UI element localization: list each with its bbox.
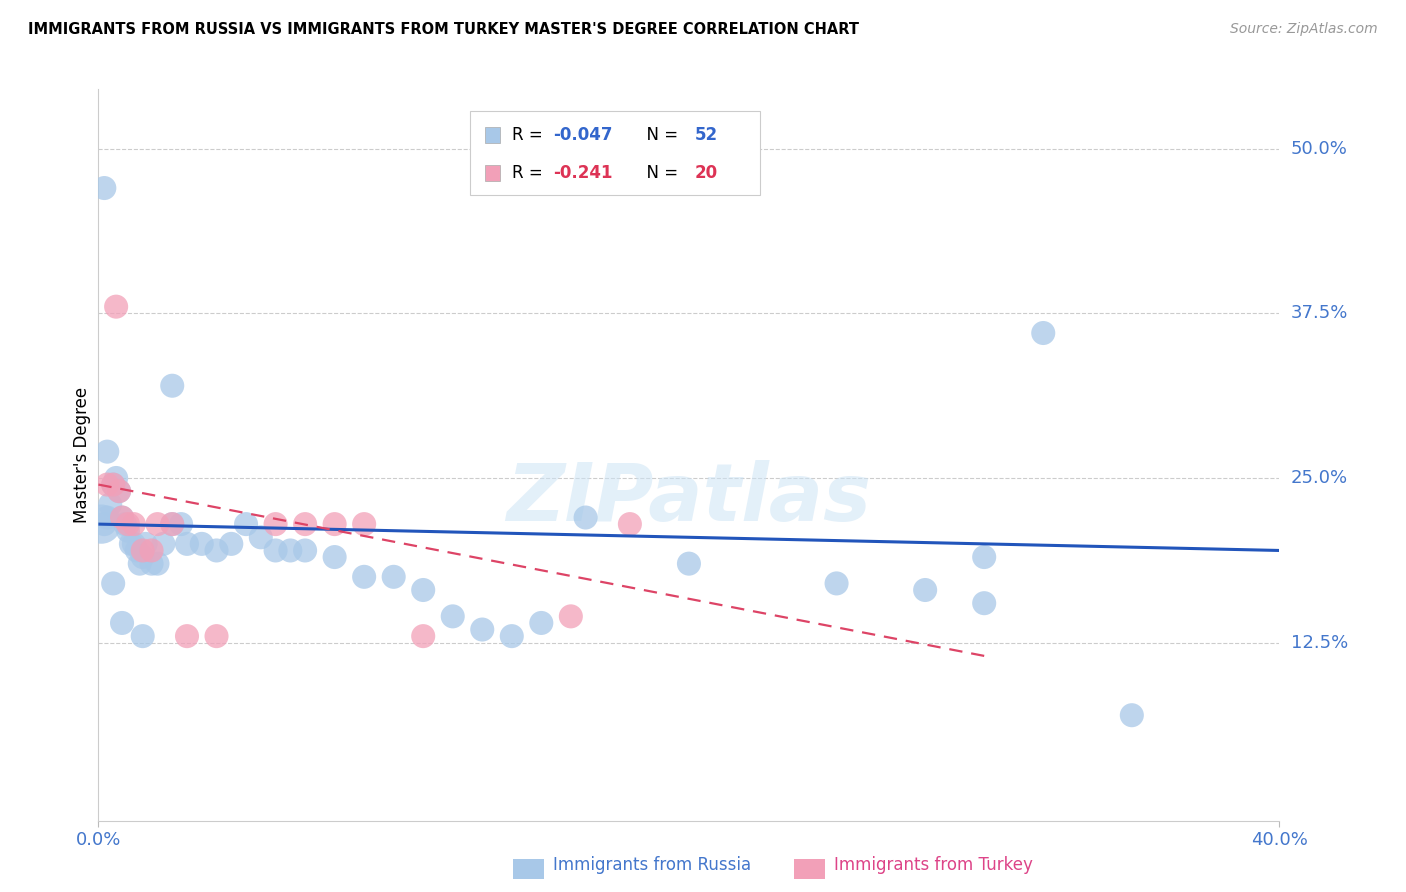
Point	[111, 510, 134, 524]
Point	[205, 543, 228, 558]
Point	[105, 300, 128, 314]
Point	[412, 582, 434, 597]
Point	[141, 557, 163, 571]
Point	[135, 537, 157, 551]
Point	[114, 517, 136, 532]
Point	[382, 570, 405, 584]
Point	[530, 615, 553, 630]
Point	[501, 629, 523, 643]
Point	[264, 517, 287, 532]
Text: N =: N =	[636, 164, 683, 182]
Point	[93, 181, 115, 195]
Point	[294, 543, 316, 558]
Point	[264, 543, 287, 558]
Point	[973, 596, 995, 610]
Point	[294, 517, 316, 532]
Point	[825, 576, 848, 591]
Point	[117, 517, 139, 532]
Point	[219, 537, 242, 551]
Point	[117, 524, 139, 538]
Point	[162, 517, 183, 532]
Point	[93, 517, 115, 532]
Point	[103, 576, 125, 591]
Point	[98, 497, 121, 511]
Point	[205, 629, 228, 643]
Point	[191, 537, 214, 551]
Point	[146, 557, 169, 571]
Point	[1032, 326, 1054, 340]
Point	[471, 623, 494, 637]
Point	[122, 517, 145, 532]
Point	[132, 543, 155, 558]
Point	[250, 530, 273, 544]
Point	[176, 629, 198, 643]
Point	[162, 517, 183, 532]
Point	[103, 477, 125, 491]
Text: R =: R =	[512, 126, 548, 144]
Point	[678, 557, 700, 571]
Point	[353, 570, 375, 584]
Point	[574, 510, 596, 524]
Point	[170, 517, 193, 532]
Point	[973, 550, 995, 565]
Text: -0.241: -0.241	[554, 164, 613, 182]
Point	[323, 550, 346, 565]
Point	[90, 517, 112, 532]
Point	[125, 543, 148, 558]
Point	[111, 615, 134, 630]
Point	[1121, 708, 1143, 723]
Point	[132, 550, 155, 565]
Point	[152, 537, 174, 551]
Point	[560, 609, 582, 624]
Point	[96, 444, 118, 458]
Text: 52: 52	[695, 126, 718, 144]
Text: R =: R =	[512, 164, 548, 182]
Text: 50.0%: 50.0%	[1291, 139, 1347, 158]
Point	[323, 517, 346, 532]
Point	[278, 543, 302, 558]
Point	[103, 477, 125, 491]
Point	[162, 378, 183, 392]
Point	[128, 557, 150, 571]
FancyBboxPatch shape	[485, 127, 501, 143]
Point	[146, 517, 169, 532]
Text: ZIPatlas: ZIPatlas	[506, 459, 872, 538]
Text: 25.0%: 25.0%	[1291, 469, 1348, 487]
Text: N =: N =	[636, 126, 683, 144]
Point	[441, 609, 464, 624]
Point	[105, 471, 128, 485]
Text: IMMIGRANTS FROM RUSSIA VS IMMIGRANTS FROM TURKEY MASTER'S DEGREE CORRELATION CHA: IMMIGRANTS FROM RUSSIA VS IMMIGRANTS FRO…	[28, 22, 859, 37]
Text: Immigrants from Russia: Immigrants from Russia	[553, 856, 751, 874]
Point	[619, 517, 641, 532]
FancyBboxPatch shape	[485, 165, 501, 181]
Point	[108, 484, 131, 499]
Point	[96, 477, 118, 491]
Text: 12.5%: 12.5%	[1291, 633, 1348, 652]
Text: 20: 20	[695, 164, 718, 182]
Y-axis label: Master's Degree: Master's Degree	[73, 387, 91, 523]
Point	[412, 629, 434, 643]
Point	[141, 543, 163, 558]
Text: Source: ZipAtlas.com: Source: ZipAtlas.com	[1230, 22, 1378, 37]
Point	[122, 537, 145, 551]
Point	[96, 510, 118, 524]
Point	[235, 517, 257, 532]
Point	[132, 629, 155, 643]
Point	[353, 517, 375, 532]
Point	[914, 582, 936, 597]
Point	[111, 510, 134, 524]
FancyBboxPatch shape	[471, 112, 759, 195]
Text: 37.5%: 37.5%	[1291, 304, 1348, 322]
Text: Immigrants from Turkey: Immigrants from Turkey	[834, 856, 1032, 874]
Point	[176, 537, 198, 551]
Text: -0.047: -0.047	[554, 126, 613, 144]
Point	[108, 484, 131, 499]
Point	[120, 537, 142, 551]
